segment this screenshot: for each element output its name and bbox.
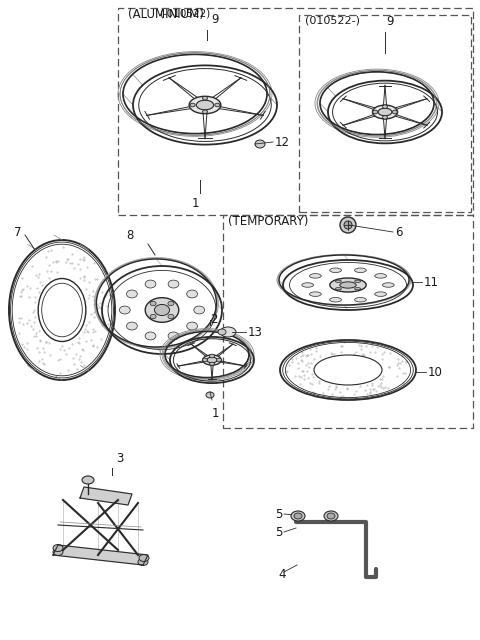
Ellipse shape bbox=[355, 287, 360, 290]
Ellipse shape bbox=[207, 357, 217, 363]
Ellipse shape bbox=[203, 110, 207, 113]
Ellipse shape bbox=[202, 358, 207, 362]
Ellipse shape bbox=[336, 287, 341, 290]
Ellipse shape bbox=[344, 221, 352, 229]
Ellipse shape bbox=[330, 278, 366, 292]
Ellipse shape bbox=[383, 283, 394, 287]
Ellipse shape bbox=[216, 358, 222, 362]
Text: (010522-): (010522-) bbox=[305, 15, 360, 25]
Ellipse shape bbox=[82, 476, 94, 484]
Ellipse shape bbox=[150, 301, 156, 306]
Text: 13: 13 bbox=[248, 326, 263, 339]
Ellipse shape bbox=[220, 327, 236, 337]
Ellipse shape bbox=[138, 559, 148, 566]
Text: 9: 9 bbox=[211, 13, 219, 26]
Ellipse shape bbox=[310, 274, 321, 278]
Ellipse shape bbox=[196, 100, 214, 110]
Ellipse shape bbox=[209, 362, 215, 366]
Ellipse shape bbox=[127, 322, 137, 330]
Ellipse shape bbox=[383, 105, 387, 108]
Ellipse shape bbox=[291, 511, 305, 521]
Text: (TEMPORARY): (TEMPORARY) bbox=[228, 215, 308, 228]
Ellipse shape bbox=[383, 116, 387, 119]
Text: 8: 8 bbox=[126, 229, 134, 242]
Ellipse shape bbox=[375, 292, 386, 296]
Ellipse shape bbox=[215, 103, 220, 107]
Ellipse shape bbox=[139, 554, 149, 561]
Ellipse shape bbox=[392, 110, 397, 114]
Ellipse shape bbox=[330, 268, 341, 273]
Ellipse shape bbox=[206, 392, 214, 398]
Ellipse shape bbox=[378, 108, 392, 116]
Text: 6: 6 bbox=[395, 225, 403, 239]
Ellipse shape bbox=[53, 545, 63, 552]
Ellipse shape bbox=[372, 110, 378, 114]
Text: 5: 5 bbox=[275, 508, 282, 520]
Ellipse shape bbox=[187, 322, 197, 330]
Ellipse shape bbox=[327, 513, 335, 519]
Ellipse shape bbox=[145, 298, 179, 323]
Text: 1: 1 bbox=[211, 407, 219, 420]
Ellipse shape bbox=[340, 217, 356, 233]
Ellipse shape bbox=[355, 280, 360, 282]
Ellipse shape bbox=[155, 305, 169, 316]
Ellipse shape bbox=[203, 355, 221, 365]
Ellipse shape bbox=[330, 298, 341, 302]
Ellipse shape bbox=[120, 306, 130, 314]
Ellipse shape bbox=[355, 268, 366, 273]
Text: 2: 2 bbox=[210, 313, 217, 326]
Text: 5: 5 bbox=[275, 525, 282, 538]
Ellipse shape bbox=[145, 280, 156, 288]
Ellipse shape bbox=[294, 513, 302, 519]
Text: 9: 9 bbox=[386, 15, 394, 28]
Ellipse shape bbox=[53, 548, 63, 556]
Text: (ALUMINIUM): (ALUMINIUM) bbox=[128, 8, 204, 21]
Bar bbox=[223, 215, 473, 428]
Ellipse shape bbox=[168, 301, 174, 306]
Ellipse shape bbox=[189, 96, 221, 114]
Ellipse shape bbox=[150, 314, 156, 319]
Bar bbox=[299, 15, 471, 212]
Text: 10: 10 bbox=[428, 365, 443, 378]
Text: (-010522): (-010522) bbox=[159, 8, 211, 18]
Ellipse shape bbox=[190, 103, 195, 107]
Text: 12: 12 bbox=[275, 136, 290, 148]
Text: 3: 3 bbox=[116, 452, 124, 465]
Ellipse shape bbox=[127, 290, 137, 298]
Ellipse shape bbox=[187, 290, 197, 298]
Ellipse shape bbox=[310, 292, 321, 296]
Ellipse shape bbox=[168, 314, 174, 319]
Text: 11: 11 bbox=[424, 275, 439, 289]
Polygon shape bbox=[80, 487, 132, 505]
Ellipse shape bbox=[255, 140, 265, 148]
Ellipse shape bbox=[145, 332, 156, 340]
Ellipse shape bbox=[194, 306, 204, 314]
Ellipse shape bbox=[302, 283, 313, 287]
Ellipse shape bbox=[355, 298, 366, 302]
Ellipse shape bbox=[336, 280, 341, 282]
Polygon shape bbox=[53, 545, 148, 565]
Ellipse shape bbox=[203, 97, 207, 100]
Text: 1: 1 bbox=[191, 197, 199, 210]
Ellipse shape bbox=[340, 282, 356, 288]
Ellipse shape bbox=[209, 354, 215, 358]
Bar bbox=[118, 8, 473, 215]
Ellipse shape bbox=[324, 511, 338, 521]
Ellipse shape bbox=[372, 105, 397, 119]
Text: 7: 7 bbox=[14, 225, 22, 239]
Ellipse shape bbox=[375, 274, 386, 278]
Ellipse shape bbox=[218, 329, 226, 335]
Ellipse shape bbox=[168, 280, 179, 288]
Ellipse shape bbox=[168, 332, 179, 340]
Text: 4: 4 bbox=[278, 568, 286, 582]
